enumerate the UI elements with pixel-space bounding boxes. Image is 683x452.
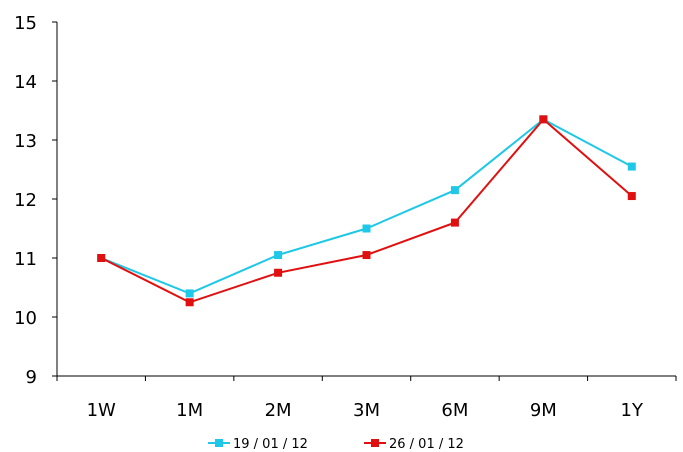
- y-tick-label: 12: [14, 190, 37, 211]
- y-tick-label: 15: [14, 13, 37, 34]
- data-point: [539, 115, 548, 124]
- y-tick-label: 9: [26, 367, 37, 388]
- series-layer: [97, 115, 636, 307]
- y-axis: 9 10 11 12 13 14 15: [14, 13, 58, 388]
- x-tick-label: 3M: [353, 400, 380, 421]
- x-tick-label: 2M: [265, 400, 292, 421]
- x-tick-label: 1Y: [621, 400, 644, 421]
- data-point: [362, 251, 371, 260]
- legend-label-2: 26 / 01 / 12: [389, 437, 464, 452]
- series-line-1: [100, 118, 633, 295]
- y-tick-label: 11: [14, 249, 37, 270]
- x-tick-label: 1W: [87, 400, 116, 421]
- legend-label-1: 19 / 01 / 12: [233, 437, 308, 452]
- x-tick-label: 1M: [176, 400, 203, 421]
- legend: 19 / 01 / 12 26 / 01 / 12: [208, 437, 464, 452]
- data-point: [450, 186, 459, 195]
- series-line-2: [100, 117, 633, 304]
- data-point: [627, 162, 636, 171]
- legend-marker-2: [371, 439, 379, 447]
- x-tick-label: 9M: [530, 400, 557, 421]
- x-tick-label: 6M: [441, 400, 468, 421]
- y-tick-label: 10: [14, 308, 37, 329]
- data-point: [627, 192, 636, 201]
- data-point: [362, 224, 371, 233]
- data-point: [450, 218, 459, 227]
- data-point: [274, 268, 283, 277]
- data-point: [97, 254, 106, 262]
- data-point: [185, 298, 194, 307]
- data-point: [274, 251, 283, 260]
- data-point: [185, 289, 194, 298]
- legend-marker-1: [215, 439, 223, 447]
- x-axis: 1W 1M 2M 3M 6M 9M 1Y: [56, 375, 677, 421]
- y-tick-label: 13: [14, 131, 37, 152]
- y-tick-label: 14: [14, 72, 37, 93]
